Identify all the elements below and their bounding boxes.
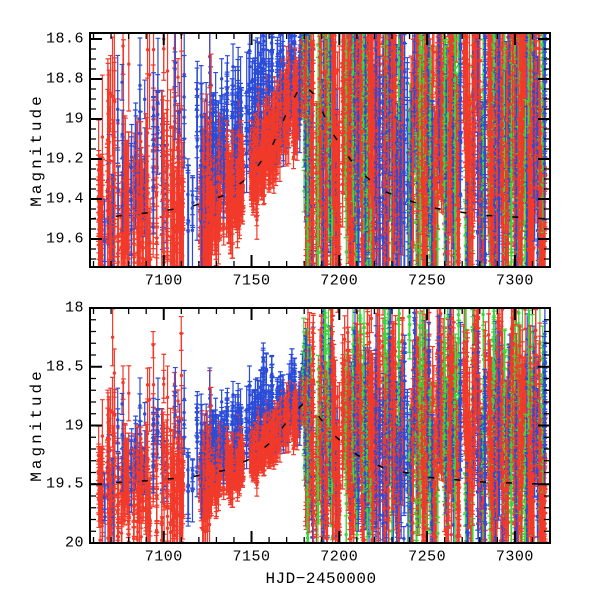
y-axis-label-bottom: Magnitude — [28, 368, 46, 482]
y-tick-label-bottom-20: 20 — [64, 534, 84, 552]
x-tick-label-bottom-7100: 7100 — [144, 548, 183, 566]
y-tick-label-bottom-18: 18 — [64, 299, 84, 317]
x-tick-label-bottom-7300: 7300 — [495, 548, 534, 566]
y-tick-label-top-19.6: 19.6 — [45, 230, 84, 248]
x-tick-label-top-7100: 7100 — [144, 272, 183, 290]
y-tick-label-top-19: 19 — [64, 110, 84, 128]
x-tick-label-top-7300: 7300 — [495, 272, 534, 290]
y-tick-label-top-18.8: 18.8 — [45, 70, 84, 88]
y-tick-label-bottom-18.5: 18.5 — [45, 358, 84, 376]
x-tick-label-bottom-7200: 7200 — [320, 548, 359, 566]
x-tick-label-top-7250: 7250 — [408, 272, 447, 290]
y-tick-label-bottom-19.5: 19.5 — [45, 475, 84, 493]
y-axis-label-top: Magnitude — [28, 93, 46, 207]
x-tick-label-top-7150: 7150 — [232, 272, 271, 290]
y-tick-label-bottom-19: 19 — [64, 417, 84, 434]
y-tick-label-top-19.4: 19.4 — [45, 190, 84, 208]
x-tick-label-top-7200: 7200 — [320, 272, 359, 290]
x-tick-label-bottom-7150: 7150 — [232, 548, 271, 566]
y-tick-label-top-19.2: 19.2 — [45, 150, 84, 168]
x-axis-label: HJD−2450000 — [265, 570, 377, 588]
x-tick-label-bottom-7250: 7250 — [408, 548, 447, 566]
y-tick-label-top-18.6: 18.6 — [45, 30, 84, 48]
